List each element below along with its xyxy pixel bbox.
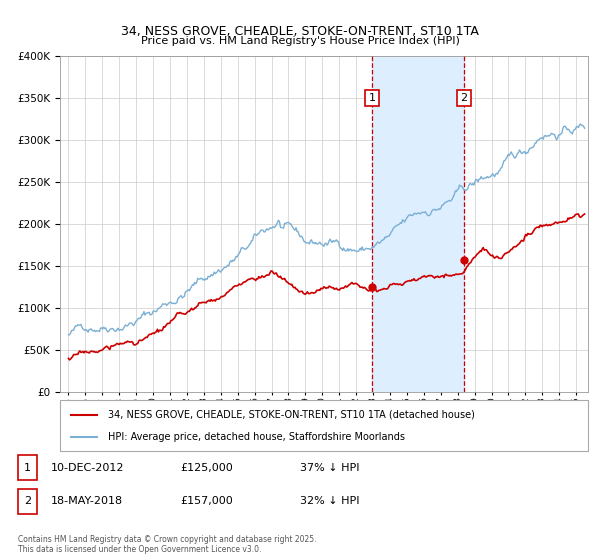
Text: 2: 2 bbox=[24, 496, 31, 506]
Bar bbox=[372, 56, 464, 392]
Text: 32% ↓ HPI: 32% ↓ HPI bbox=[300, 496, 359, 506]
Text: 18-MAY-2018: 18-MAY-2018 bbox=[51, 496, 123, 506]
FancyBboxPatch shape bbox=[60, 400, 588, 451]
Text: £125,000: £125,000 bbox=[180, 463, 233, 473]
Text: Contains HM Land Registry data © Crown copyright and database right 2025.
This d: Contains HM Land Registry data © Crown c… bbox=[18, 535, 317, 554]
Text: 10-DEC-2012: 10-DEC-2012 bbox=[51, 463, 125, 473]
Text: 34, NESS GROVE, CHEADLE, STOKE-ON-TRENT, ST10 1TA: 34, NESS GROVE, CHEADLE, STOKE-ON-TRENT,… bbox=[121, 25, 479, 38]
Text: HPI: Average price, detached house, Staffordshire Moorlands: HPI: Average price, detached house, Staf… bbox=[107, 432, 404, 442]
Text: 37% ↓ HPI: 37% ↓ HPI bbox=[300, 463, 359, 473]
Text: 1: 1 bbox=[368, 93, 376, 103]
Text: 1: 1 bbox=[24, 463, 31, 473]
Text: 2: 2 bbox=[461, 93, 467, 103]
Text: Price paid vs. HM Land Registry's House Price Index (HPI): Price paid vs. HM Land Registry's House … bbox=[140, 36, 460, 46]
Text: 34, NESS GROVE, CHEADLE, STOKE-ON-TRENT, ST10 1TA (detached house): 34, NESS GROVE, CHEADLE, STOKE-ON-TRENT,… bbox=[107, 409, 475, 419]
Text: £157,000: £157,000 bbox=[180, 496, 233, 506]
